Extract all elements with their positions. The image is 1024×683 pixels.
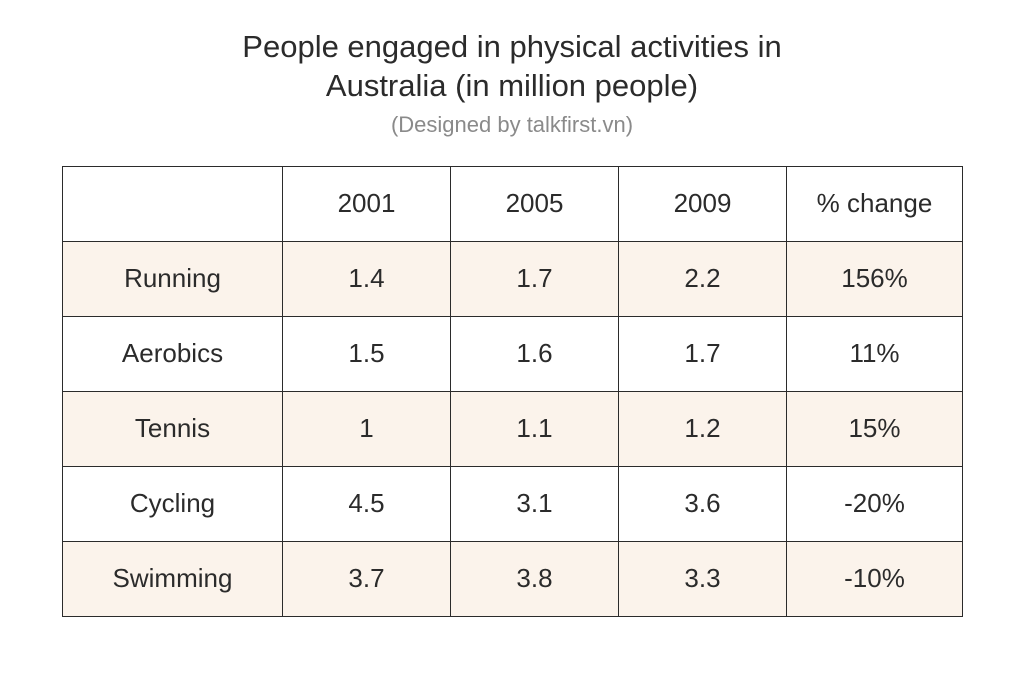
- cell-change: 15%: [787, 391, 963, 466]
- cell-value: 4.5: [283, 466, 451, 541]
- table-row: Running 1.4 1.7 2.2 156%: [63, 241, 963, 316]
- title-line-2: Australia (in million people): [326, 68, 698, 103]
- cell-value: 1.7: [451, 241, 619, 316]
- cell-value: 1: [283, 391, 451, 466]
- table-row: Cycling 4.5 3.1 3.6 -20%: [63, 466, 963, 541]
- cell-activity: Tennis: [63, 391, 283, 466]
- page-title: People engaged in physical activities in…: [152, 28, 872, 106]
- header-change: % change: [787, 166, 963, 241]
- cell-value: 2.2: [619, 241, 787, 316]
- table-row: Swimming 3.7 3.8 3.3 -10%: [63, 541, 963, 616]
- cell-value: 1.2: [619, 391, 787, 466]
- cell-value: 1.7: [619, 316, 787, 391]
- table-row: Tennis 1 1.1 1.2 15%: [63, 391, 963, 466]
- header-blank: [63, 166, 283, 241]
- cell-activity: Swimming: [63, 541, 283, 616]
- cell-activity: Cycling: [63, 466, 283, 541]
- activities-table: 2001 2005 2009 % change Running 1.4 1.7 …: [62, 166, 963, 617]
- cell-value: 3.8: [451, 541, 619, 616]
- page-subtitle: (Designed by talkfirst.vn): [0, 112, 1024, 138]
- cell-value: 3.6: [619, 466, 787, 541]
- title-line-1: People engaged in physical activities in: [242, 29, 781, 64]
- cell-value: 3.7: [283, 541, 451, 616]
- cell-value: 3.3: [619, 541, 787, 616]
- cell-value: 1.5: [283, 316, 451, 391]
- cell-value: 1.6: [451, 316, 619, 391]
- title-block: People engaged in physical activities in…: [0, 0, 1024, 138]
- cell-change: -10%: [787, 541, 963, 616]
- header-2005: 2005: [451, 166, 619, 241]
- table-row: Aerobics 1.5 1.6 1.7 11%: [63, 316, 963, 391]
- header-2001: 2001: [283, 166, 451, 241]
- cell-value: 1.4: [283, 241, 451, 316]
- cell-change: -20%: [787, 466, 963, 541]
- cell-value: 3.1: [451, 466, 619, 541]
- table-header-row: 2001 2005 2009 % change: [63, 166, 963, 241]
- cell-change: 156%: [787, 241, 963, 316]
- header-2009: 2009: [619, 166, 787, 241]
- cell-activity: Running: [63, 241, 283, 316]
- cell-activity: Aerobics: [63, 316, 283, 391]
- cell-value: 1.1: [451, 391, 619, 466]
- cell-change: 11%: [787, 316, 963, 391]
- table-container: 2001 2005 2009 % change Running 1.4 1.7 …: [62, 166, 962, 617]
